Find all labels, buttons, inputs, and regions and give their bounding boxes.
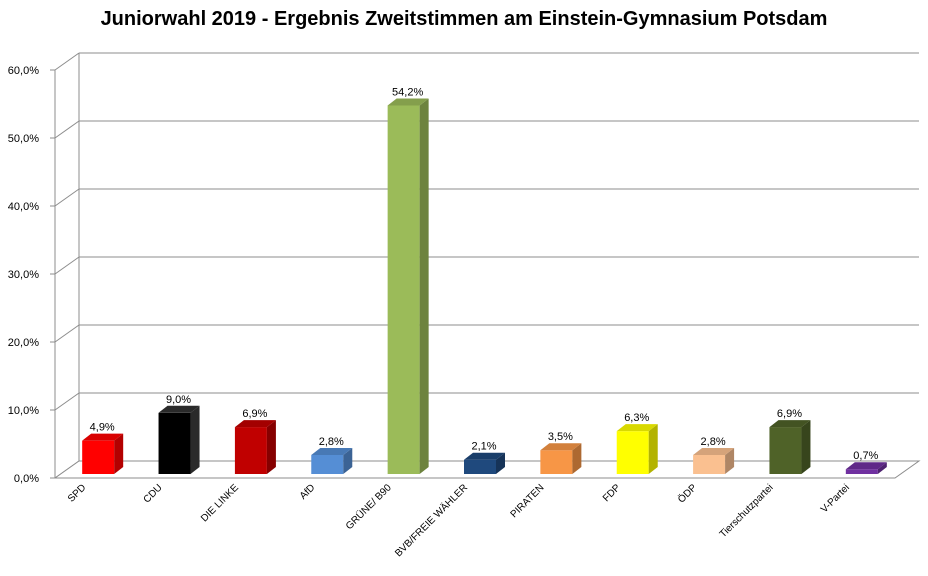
bar-top-bvb-freie-w-hler (464, 452, 505, 460)
bar-dp (693, 454, 726, 474)
bar-side-tierschutzpartei (801, 420, 811, 474)
data-label-cdu: 9,0% (166, 394, 191, 406)
bar-side-spd (114, 433, 124, 474)
category-label-die-linke: DIE LINKE (199, 482, 241, 524)
data-label-gr-ne-b90: 54,2% (392, 86, 423, 98)
gridline-diagonal (54, 392, 80, 411)
bar-side-cdu (190, 405, 200, 474)
bar-fdp (616, 431, 649, 474)
bar-gr-ne-b90 (387, 105, 420, 474)
y-tick-label: 50,0% (8, 133, 39, 145)
bar-side-fdp (648, 424, 658, 474)
gridline-diagonal (54, 120, 80, 139)
category-label-dp: ÖDP (675, 481, 699, 505)
category-label-bvb-freie-w-hler: BVB/FREIE WÄHLER (392, 482, 470, 560)
data-label-afd: 2,8% (319, 436, 344, 448)
bar-top-cdu (158, 405, 200, 413)
bar-bvb-freie-w-hler (464, 459, 496, 474)
bar-side-piraten (572, 443, 582, 474)
bar-side-die-linke (266, 420, 276, 474)
category-label-tierschutzpartei: Tierschutzpartei (718, 482, 776, 540)
category-label-piraten: PIRATEN (509, 482, 547, 520)
category-label-cdu: CDU (142, 482, 165, 505)
y-tick-label: 60,0% (8, 65, 39, 77)
data-label-bvb-freie-w-hler: 2,1% (471, 441, 496, 453)
category-label-gr-ne-b90: GRÜNE/ B90 (343, 481, 394, 532)
y-tick-label: 40,0% (8, 201, 39, 213)
bar-top-tierschutzpartei (769, 420, 811, 428)
data-label-dp: 2,8% (701, 436, 726, 448)
bar-top-dp (693, 447, 735, 455)
data-label-tierschutzpartei: 6,9% (777, 408, 802, 420)
data-label-die-linke: 6,9% (242, 408, 267, 420)
bar-side-dp (725, 447, 735, 474)
bar-side-gr-ne-b90 (419, 98, 429, 474)
bar-spd (82, 440, 115, 474)
category-label-afd: AfD (298, 482, 318, 502)
chart-title: Juniorwahl 2019 - Ergebnis Zweitstimmen … (100, 8, 828, 30)
gridline-diagonal (54, 188, 80, 207)
gridline-diagonal (54, 52, 80, 71)
category-label-v-partei: V-Partei (819, 482, 852, 515)
gridline-diagonal (54, 256, 80, 275)
bar-top-spd (82, 433, 124, 441)
bar-side-v-partei (877, 462, 887, 474)
data-label-fdp: 6,3% (624, 412, 649, 424)
y-tick-label: 10,0% (8, 405, 39, 417)
y-tick-label: 0,0% (14, 473, 39, 485)
bar-top-v-partei (845, 462, 887, 470)
bar-top-fdp (616, 424, 658, 432)
bar-v-partei (845, 469, 878, 474)
category-label-fdp: FDP (601, 482, 623, 504)
bar-top-afd (311, 447, 353, 455)
bar-tierschutzpartei (769, 427, 802, 474)
data-label-spd: 4,9% (90, 422, 115, 434)
y-tick-label: 30,0% (8, 269, 39, 281)
bar-top-gr-ne-b90 (387, 98, 429, 106)
bar-side-afd (343, 447, 353, 474)
bar-cdu (158, 412, 191, 474)
data-label-piraten: 3,5% (548, 431, 573, 443)
data-label-v-partei: 0,7% (853, 450, 878, 462)
bar-top-piraten (540, 443, 582, 451)
category-label-spd: SPD (66, 482, 88, 504)
bar-top-die-linke (234, 420, 276, 428)
gridline-diagonal (54, 324, 80, 343)
bar-afd (311, 454, 344, 474)
y-tick-label: 20,0% (8, 337, 39, 349)
bar-side-bvb-freie-w-hler (496, 452, 505, 474)
bar-piraten (540, 450, 573, 474)
bar-die-linke (234, 427, 267, 474)
